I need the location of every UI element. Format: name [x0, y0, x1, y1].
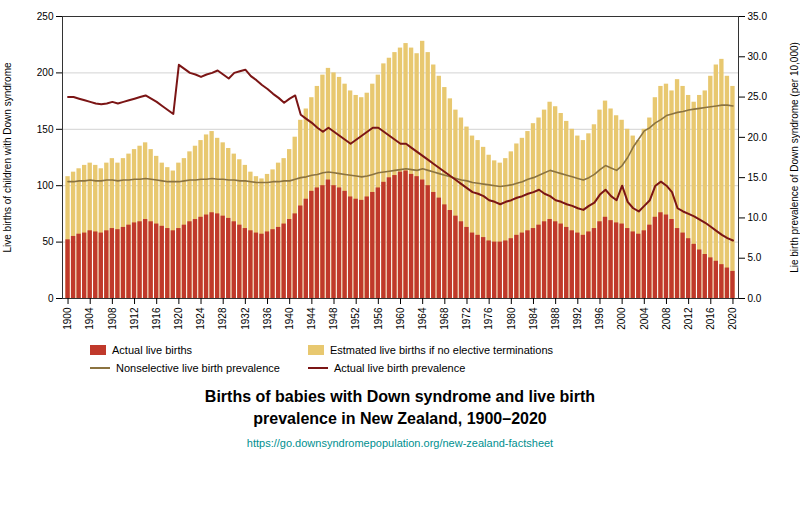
svg-text:1968: 1968: [439, 307, 450, 330]
html-text:Actual live births: Actual live births: [112, 344, 193, 356]
svg-text:Lie birth prevalence of Down s: Lie birth prevalence of Down syndrome (p…: [789, 42, 800, 273]
svg-text:Live births of children with D: Live births of children with Down syndro…: [2, 62, 13, 253]
svg-text:1932: 1932: [240, 307, 251, 330]
svg-text:1980: 1980: [506, 307, 517, 330]
html-text:Estmated live births if no ele: Estmated live births if no elective term…: [329, 344, 553, 356]
svg-text:1900: 1900: [62, 307, 73, 330]
svg-text:1916: 1916: [151, 307, 162, 330]
svg-text:25.0: 25.0: [748, 91, 768, 102]
svg-text:2016: 2016: [705, 307, 716, 330]
svg-text:1944: 1944: [306, 307, 317, 330]
svg-text:2004: 2004: [639, 307, 650, 330]
svg-text:1940: 1940: [284, 307, 295, 330]
svg-text:1956: 1956: [373, 307, 384, 330]
svg-text:1996: 1996: [594, 307, 605, 330]
svg-text:20.0: 20.0: [748, 132, 768, 143]
svg-text:1992: 1992: [572, 307, 583, 330]
svg-text:15.0: 15.0: [748, 172, 768, 183]
svg-text:1972: 1972: [461, 307, 472, 330]
svg-text:1988: 1988: [550, 307, 561, 330]
svg-text:10.0: 10.0: [748, 212, 768, 223]
svg-text:150: 150: [37, 124, 54, 135]
svg-text:0.0: 0.0: [748, 293, 762, 304]
svg-text:5.0: 5.0: [748, 252, 762, 263]
svg-text:1948: 1948: [328, 307, 339, 330]
svg-text:1912: 1912: [129, 307, 140, 330]
svg-text:200: 200: [37, 67, 54, 78]
svg-text:100: 100: [37, 180, 54, 191]
svg-text:1964: 1964: [417, 307, 428, 330]
svg-text:2020: 2020: [727, 307, 738, 330]
svg-text:0: 0: [48, 293, 54, 304]
svg-text:1904: 1904: [84, 307, 95, 330]
svg-text:1936: 1936: [262, 307, 273, 330]
svg-text:1920: 1920: [173, 307, 184, 330]
svg-text:1976: 1976: [483, 307, 494, 330]
svg-text:1928: 1928: [217, 307, 228, 330]
svg-text:1908: 1908: [107, 307, 118, 330]
svg-text:50: 50: [42, 236, 54, 247]
svg-text:1960: 1960: [395, 307, 406, 330]
html-text:Actual live birth prevalence: Actual live birth prevalence: [333, 362, 466, 374]
svg-text:30.0: 30.0: [748, 51, 768, 62]
svg-text:2000: 2000: [616, 307, 627, 330]
svg-text:1924: 1924: [195, 307, 206, 330]
svg-text:250: 250: [37, 11, 54, 22]
html-text:https://go.downsyndromepopulat: https://go.downsyndromepopulation.org/ne…: [246, 437, 554, 450]
svg-text:2012: 2012: [683, 307, 694, 330]
svg-text:1952: 1952: [350, 307, 361, 330]
svg-text:35.0: 35.0: [748, 11, 768, 22]
svg-text:2008: 2008: [661, 307, 672, 330]
svg-text:1984: 1984: [528, 307, 539, 330]
html-text:Births of babies with Down syn: Births of babies with Down syndrome and …: [204, 388, 596, 427]
html-text:Nonselective live birth preval: Nonselective live birth prevalence: [116, 362, 280, 374]
